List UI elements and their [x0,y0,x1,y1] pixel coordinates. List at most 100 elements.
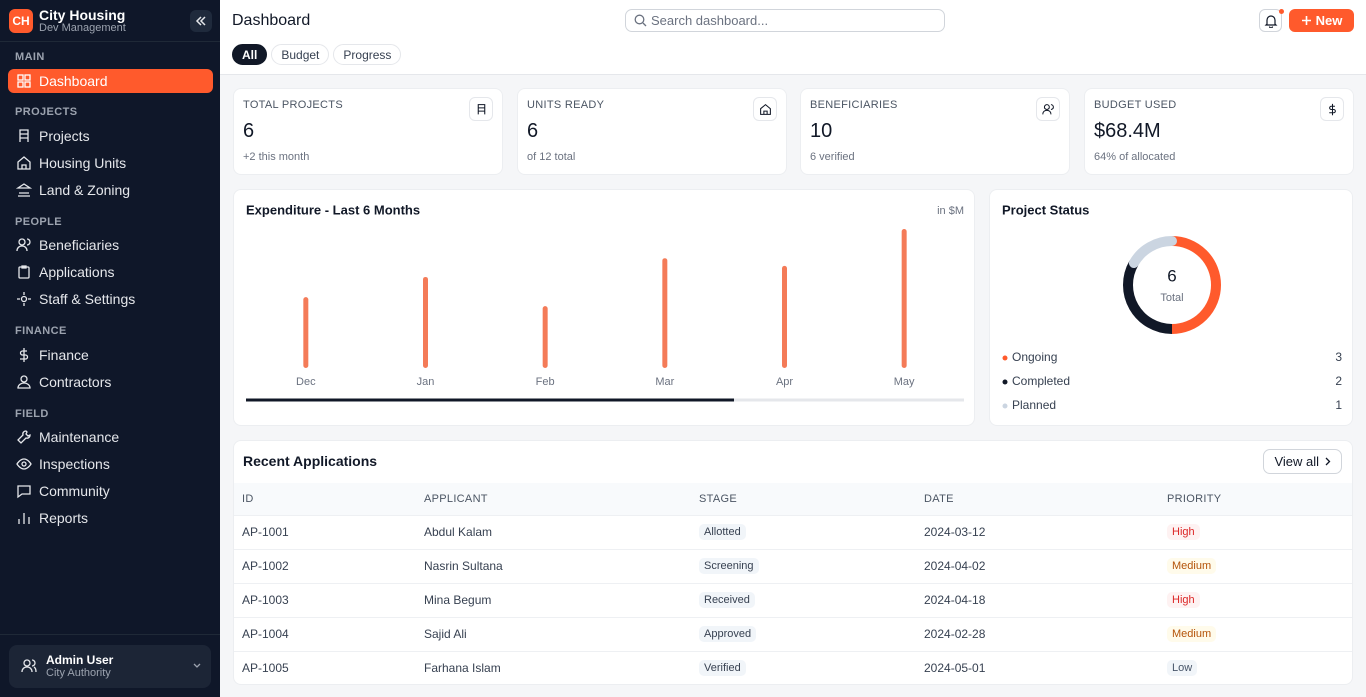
table-cell: AP-1004 [234,616,416,651]
view-all-label: View all [1274,454,1319,469]
nav-label: Inspections [39,456,110,472]
donut-segment [1123,260,1173,334]
nav-icon [17,74,31,88]
nav-item[interactable]: Projects [8,124,213,148]
legend-dot [1002,403,1008,409]
x-tick-label: Jan [417,376,435,388]
stat-card: TOTAL PROJECTS 6 +2 this month [233,88,503,175]
table-cell: 2024-03-12 [916,514,1159,549]
stat-card: BUDGET USED $68.4M 64% of allocated [1084,88,1354,175]
notifications[interactable] [1259,9,1284,32]
nav-item[interactable]: Housing Units [8,151,213,175]
tab[interactable]: Budget [271,44,330,65]
nav-label: Staff & Settings [39,291,136,307]
nav-item[interactable]: Inspections [8,452,213,476]
section-title: PEOPLE [15,216,63,228]
x-tick-label: Dec [296,376,316,388]
nav-item[interactable]: Maintenance [8,425,213,449]
nav-icon [19,129,29,142]
applications-table: ID APPLICANT STAGE DATE PRIORITY AP-1001 Abdul… [234,483,1352,684]
nav-label: Reports [39,510,89,526]
tab[interactable]: All [232,44,268,65]
table-cell: 2024-05-01 [916,650,1159,684]
bar-chart: Expenditure - Last 6 Months in $M Dec Jan… [246,202,964,402]
priority-badge: High [1167,524,1200,540]
table-cell: Allotted [691,514,916,549]
x-tick-label: Apr [776,376,793,388]
view-all-button[interactable]: View all [1263,449,1342,474]
legend-dot [1002,355,1008,361]
nav-item[interactable]: Community [8,479,213,503]
stat-value: 6 [243,120,255,142]
tab[interactable]: Progress [333,44,402,65]
new-label: New [1315,13,1343,28]
table-cell: Screening [691,548,916,583]
header-row: ID APPLICANT STAGE DATE PRIORITY [234,483,1352,515]
nav-item[interactable]: Staff & Settings [8,287,213,311]
stage-badge: Allotted [699,524,746,540]
nav-label: Applications [39,264,115,280]
nav-label: Projects [39,128,90,144]
table-cell: Medium [1159,616,1352,651]
stat-icon [753,97,777,121]
nav-label: Contractors [39,374,112,390]
bar [901,229,907,368]
collapse-button[interactable] [190,10,212,32]
chart-title: Project Status [1002,202,1089,217]
x-tick-label: Feb [536,376,555,388]
nav-item[interactable]: Land & Zoning [8,178,213,202]
logo: CH [9,9,33,33]
table-cell: Verified [691,650,916,684]
nav-item[interactable]: Finance [8,343,213,367]
legend-label: Planned [1012,398,1056,412]
nav-item[interactable]: Reports [8,506,213,530]
table-row: AP-1004 Sajid Ali Approved 2024-02-28 Medium [234,616,1352,651]
column-header: PRIORITY [1159,483,1352,515]
table-cell: Approved [691,616,916,651]
table-body: AP-1001 Abdul Kalam Allotted 2024-03-12 High… [234,514,1352,684]
expenditure-card: Expenditure - Last 6 Months in $M Dec Jan… [233,189,975,426]
chart-title: Expenditure - Last 6 Months [246,202,420,217]
nav-icon [17,485,31,499]
brand: City Housing [39,7,126,23]
column-header: STAGE [691,483,916,515]
divider [0,41,220,42]
priority-badge: Medium [1167,626,1217,642]
user-menu[interactable]: Admin User City Authority [9,645,211,688]
stat-note: 64% of allocated [1094,151,1176,163]
stage-badge: Received [699,592,755,608]
nav-item[interactable]: Beneficiaries [8,233,213,257]
stat-icon [1036,97,1060,121]
stat-label: BENEFICIARIES [810,99,898,111]
table-cell: Abdul Kalam [416,514,691,549]
table-cell: Medium [1159,548,1352,583]
table-cell: AP-1002 [234,548,416,583]
new-button[interactable]: New [1289,9,1354,32]
status-card: Project Status 6 Total Ongoing 3 Completed… [989,189,1353,426]
nav-icon [19,348,29,362]
search-placeholder: Search dashboard... [651,13,769,28]
stat-value: $68.4M [1094,120,1161,142]
table-cell: Sajid Ali [416,616,691,651]
notification-dot [1279,9,1284,14]
divider [0,634,220,635]
table-cell: Low [1159,650,1352,684]
legend-value: 1 [1335,398,1342,412]
nav-item[interactable]: Applications [8,260,213,284]
nav-label: Land & Zoning [39,182,131,198]
table-cell: Farhana Islam [416,650,691,684]
table-title: Recent Applications [243,453,378,469]
nav-item[interactable]: Contractors [8,370,213,394]
bar [303,297,309,368]
priority-badge: High [1167,592,1200,608]
stat-label: BUDGET USED [1094,99,1177,111]
column-header: ID [234,483,416,515]
search-box[interactable]: Search dashboard... [625,9,945,32]
nav-label: Beneficiaries [39,237,120,253]
user-name: Admin User [46,653,114,667]
nav-item[interactable]: Dashboard [8,69,213,93]
brand-subtitle: Dev Management [39,22,126,34]
stat-value: 6 [527,120,539,142]
stat-note: of 12 total [527,151,576,163]
